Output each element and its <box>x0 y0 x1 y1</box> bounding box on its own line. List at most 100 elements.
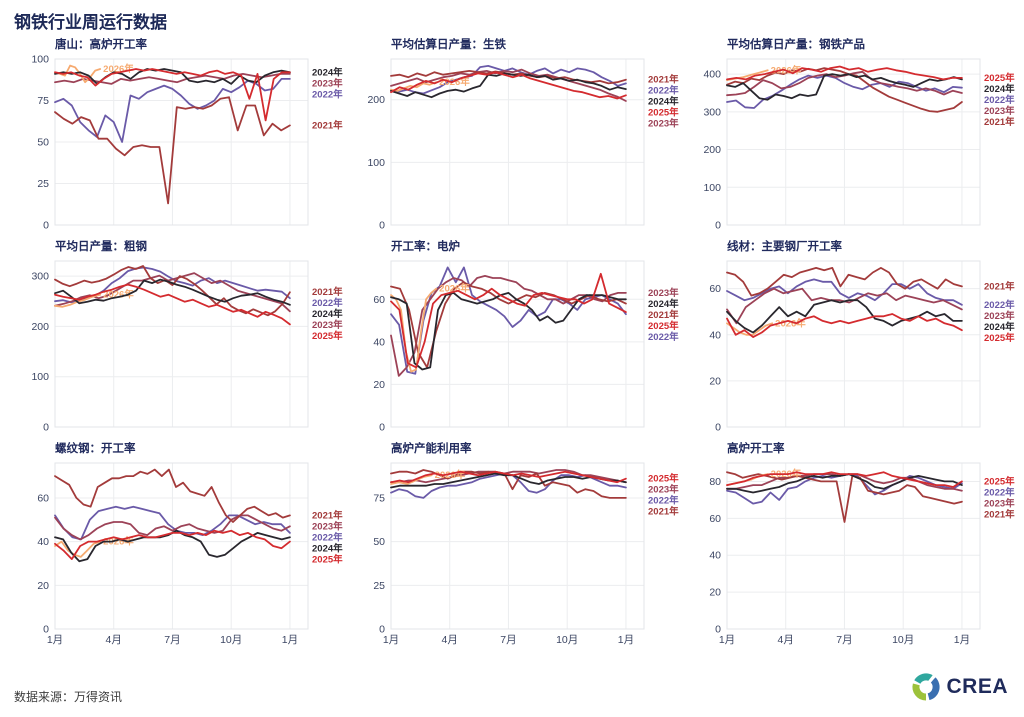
svg-text:25: 25 <box>373 580 385 592</box>
svg-text:2023年: 2023年 <box>312 77 343 89</box>
svg-text:0: 0 <box>43 422 49 434</box>
svg-text:75: 75 <box>37 95 49 107</box>
svg-text:0: 0 <box>715 624 721 636</box>
svg-text:2026年: 2026年 <box>439 283 470 295</box>
svg-text:1月: 1月 <box>383 634 399 646</box>
chart-panel-wire-rod-rate: 线材：主要钢厂开工率 0 20 40 60 2026年 2021年 2022年 2023年 20… <box>680 236 1016 438</box>
svg-text:2023年: 2023年 <box>312 319 343 331</box>
svg-text:2025年: 2025年 <box>984 72 1015 84</box>
chart-title: 高炉开工率 <box>727 443 785 455</box>
svg-text:1月: 1月 <box>618 634 634 646</box>
svg-text:100: 100 <box>367 157 385 169</box>
svg-text:2026年: 2026年 <box>775 317 806 329</box>
svg-text:0: 0 <box>379 624 385 636</box>
chart-title: 平均估算日产量：生铁 <box>391 39 506 51</box>
svg-text:4月: 4月 <box>442 634 458 646</box>
chart-panel-bf-operating-rate: 高炉开工率 0 20 40 60 80 1月 4月 7月 10月 1月 2026年 2025年 2022… <box>680 438 1016 662</box>
chart-panel-steel-products-output: 平均估算日产量：钢铁产品 0 100 200 300 400 2026年 2025年 2024… <box>680 34 1016 236</box>
svg-text:2024年: 2024年 <box>312 308 343 320</box>
svg-text:2023年: 2023年 <box>312 520 343 532</box>
svg-text:10月: 10月 <box>892 634 914 646</box>
svg-text:50: 50 <box>37 137 49 149</box>
svg-text:2023年: 2023年 <box>984 310 1015 322</box>
svg-text:10月: 10月 <box>556 634 578 646</box>
svg-text:2024年: 2024年 <box>312 542 343 554</box>
chart-title: 唐山：高炉开工率 <box>55 39 147 51</box>
svg-text:2022年: 2022年 <box>312 297 343 309</box>
svg-text:200: 200 <box>703 144 721 156</box>
svg-text:200: 200 <box>367 94 385 106</box>
svg-text:60: 60 <box>37 492 49 504</box>
svg-text:2023年: 2023年 <box>984 105 1015 117</box>
svg-text:0: 0 <box>43 624 49 636</box>
chart-grid: 唐山：高炉开工率 0 25 50 75 100 2026年 2024年 2023年 2022年 2… <box>8 34 1016 662</box>
svg-text:2022年: 2022年 <box>984 299 1015 311</box>
svg-text:20: 20 <box>709 587 721 599</box>
svg-text:60: 60 <box>709 283 721 295</box>
svg-text:2024年: 2024年 <box>648 96 679 108</box>
svg-text:2023年: 2023年 <box>648 484 679 496</box>
svg-text:4月: 4月 <box>106 634 122 646</box>
svg-text:7月: 7月 <box>164 634 180 646</box>
page-title: 钢铁行业周运行数据 <box>14 13 167 32</box>
chart-panel-bf-capacity-utilization: 高炉产能利用率 0 25 50 75 1月 4月 7月 10月 1月 2026年 2025年 2023… <box>344 438 680 662</box>
crea-logo-text: CREA <box>946 675 1008 698</box>
svg-text:2026年: 2026年 <box>103 63 134 75</box>
svg-text:2021年: 2021年 <box>312 286 343 298</box>
svg-text:0: 0 <box>379 422 385 434</box>
svg-text:2023年: 2023年 <box>984 497 1015 509</box>
svg-text:1月: 1月 <box>282 634 298 646</box>
svg-text:2022年: 2022年 <box>984 94 1015 106</box>
svg-text:7月: 7月 <box>500 634 516 646</box>
svg-text:2024年: 2024年 <box>648 298 679 310</box>
chart-title: 线材：主要钢厂开工率 <box>727 241 842 253</box>
chart-panel-rebar-rate: 螺纹钢：开工率 0 20 40 60 1月 4月 7月 10月 1月 2026年 2021年 2023… <box>8 438 344 662</box>
svg-text:2025年: 2025年 <box>984 475 1015 487</box>
chart-panel-tangshan-blast-furnace: 唐山：高炉开工率 0 25 50 75 100 2026年 2024年 2023年 2022年 2… <box>8 34 344 236</box>
svg-text:80: 80 <box>709 476 721 488</box>
svg-text:2025年: 2025年 <box>312 553 343 565</box>
svg-text:400: 400 <box>703 69 721 81</box>
svg-text:100: 100 <box>31 371 49 383</box>
svg-text:2021年: 2021年 <box>648 506 679 518</box>
svg-text:1月: 1月 <box>47 634 63 646</box>
svg-text:10月: 10月 <box>220 634 242 646</box>
chart-panel-electric-furnace-rate: 开工率：电炉 0 20 40 60 2026年 2023年 2024年 2021年 2025年 2… <box>344 236 680 438</box>
svg-text:200: 200 <box>31 321 49 333</box>
svg-text:1月: 1月 <box>954 634 970 646</box>
svg-text:0: 0 <box>379 220 385 232</box>
svg-text:2022年: 2022年 <box>312 88 343 100</box>
crea-logo: CREA <box>911 672 1008 702</box>
svg-text:2024年: 2024年 <box>312 66 343 78</box>
svg-text:25: 25 <box>37 178 49 190</box>
svg-text:2021年: 2021年 <box>984 508 1015 520</box>
svg-text:40: 40 <box>709 329 721 341</box>
svg-text:20: 20 <box>37 580 49 592</box>
svg-text:2021年: 2021年 <box>312 509 343 521</box>
svg-text:60: 60 <box>709 513 721 525</box>
svg-text:2022年: 2022年 <box>984 486 1015 498</box>
svg-text:0: 0 <box>715 422 721 434</box>
chart-title: 高炉产能利用率 <box>391 443 472 455</box>
chart-panel-pig-iron-output: 平均估算日产量：生铁 0 100 200 2026年 2021年 2022年 2024年 20… <box>344 34 680 236</box>
svg-text:2022年: 2022年 <box>648 495 679 507</box>
svg-text:100: 100 <box>31 54 49 66</box>
svg-text:2025年: 2025年 <box>648 320 679 332</box>
svg-text:40: 40 <box>709 550 721 562</box>
svg-text:100: 100 <box>703 182 721 194</box>
chart-title: 平均日产量：粗钢 <box>55 241 147 253</box>
svg-text:0: 0 <box>43 220 49 232</box>
svg-text:2026年: 2026年 <box>439 76 470 88</box>
svg-text:2025年: 2025年 <box>648 473 679 485</box>
chart-title: 开工率：电炉 <box>391 241 460 253</box>
svg-text:40: 40 <box>37 536 49 548</box>
chart-title: 平均估算日产量：钢铁产品 <box>727 39 865 51</box>
svg-text:75: 75 <box>373 492 385 504</box>
